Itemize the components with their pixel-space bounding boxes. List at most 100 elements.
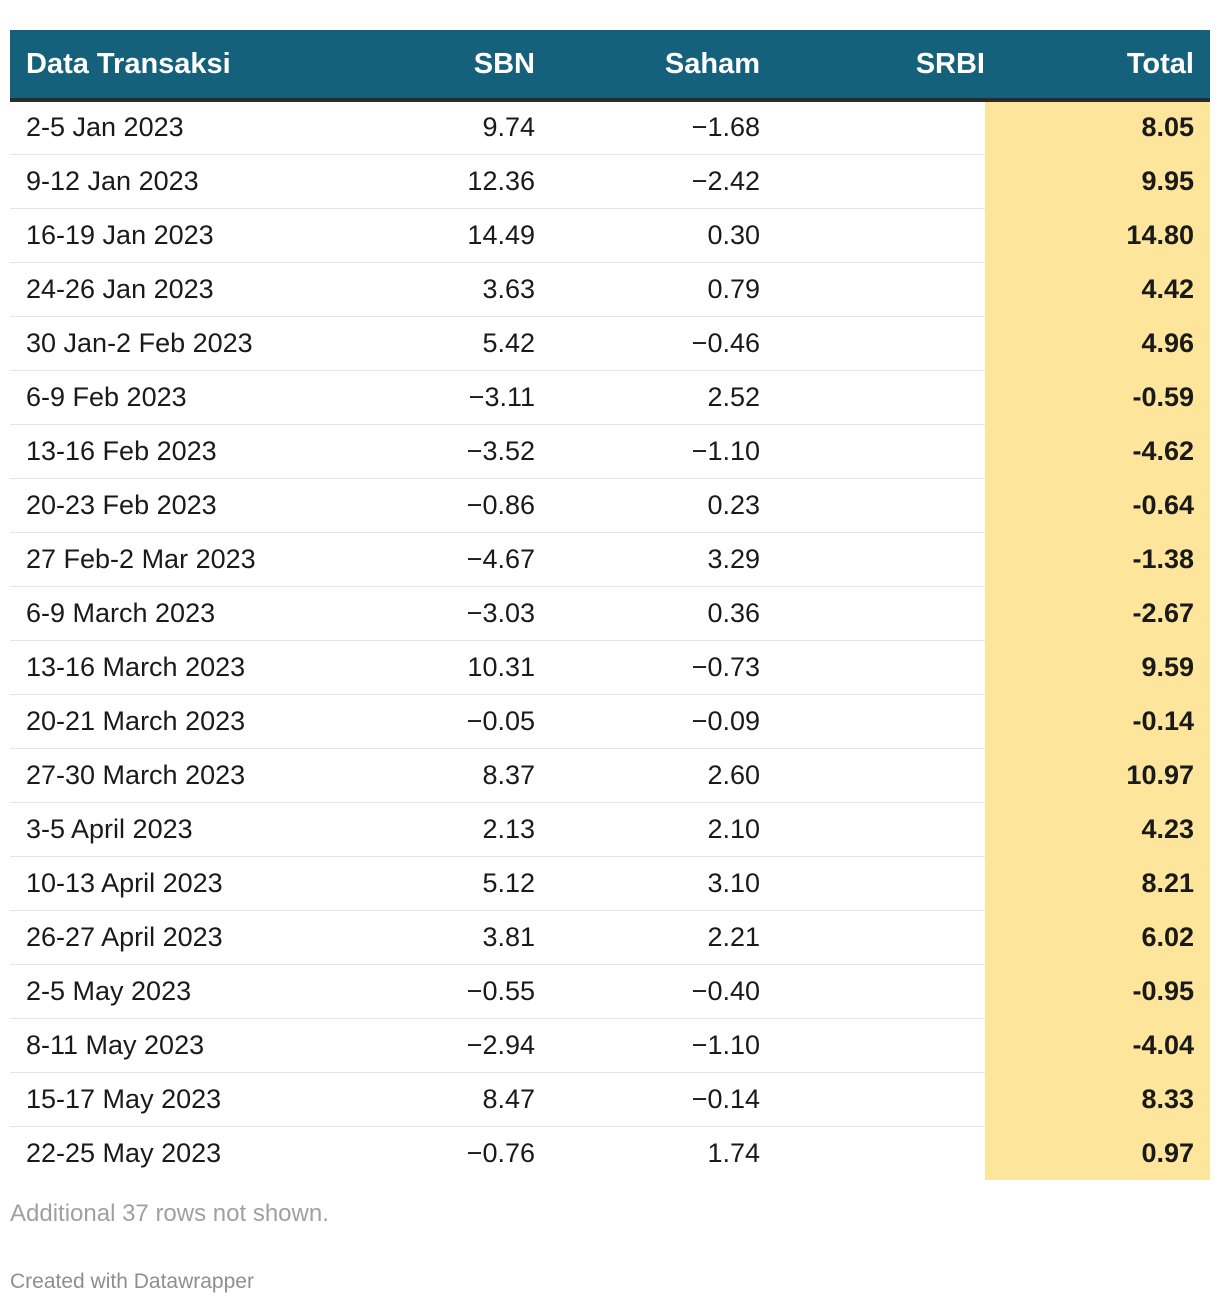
cell-sbn: 14.49 (405, 208, 535, 263)
cell-srbi (760, 1018, 985, 1073)
cell-srbi (760, 640, 985, 695)
cell-total: 14.80 (985, 208, 1210, 263)
cell-sbn: 8.47 (405, 1072, 535, 1127)
cell-srbi (760, 316, 985, 371)
cell-total: 8.33 (985, 1072, 1210, 1127)
cell-total: -0.59 (985, 370, 1210, 425)
cell-sbn: −3.52 (405, 424, 535, 479)
table-body: 2-5 Jan 2023 9.74 −1.68 8.05 9-12 Jan 2023 12… (10, 100, 1210, 1180)
cell-srbi (760, 532, 985, 587)
cell-saham: 3.10 (535, 856, 760, 911)
cell-total: 8.21 (985, 856, 1210, 911)
cell-saham: 2.60 (535, 748, 760, 803)
table-row: 13-16 March 2023 10.31 −0.73 9.59 (10, 640, 1210, 695)
cell-sbn: −3.03 (405, 586, 535, 641)
cell-date: 8-11 May 2023 (10, 1018, 405, 1073)
cell-sbn: −0.86 (405, 478, 535, 533)
cell-total: -4.62 (985, 424, 1210, 479)
cell-srbi (760, 910, 985, 965)
cell-saham: −1.68 (535, 100, 760, 155)
cell-total: 6.02 (985, 910, 1210, 965)
table-row: 27 Feb-2 Mar 2023 −4.67 3.29 -1.38 (10, 532, 1210, 587)
cell-date: 22-25 May 2023 (26, 1137, 222, 1168)
cell-saham: −1.10 (535, 1018, 760, 1073)
table-row: 30 Jan-2 Feb 2023 5.42 −0.46 4.96 (10, 316, 1210, 371)
cell-date: 13-16 Feb 2023 (10, 424, 405, 479)
cell-total: -2.67 (985, 586, 1210, 641)
cell-srbi (760, 748, 985, 803)
table-row: 22-25 May 2023 −0.76 1.74 0.97 (10, 1126, 1210, 1180)
cell-srbi (760, 802, 985, 857)
cell-saham: 0.36 (535, 586, 760, 641)
cell-saham: 2.52 (535, 370, 760, 425)
cell-total: 4.96 (985, 316, 1210, 371)
cell-date: 2-5 Jan 2023 (10, 100, 405, 155)
cell-date: 16-19 Jan 2023 (10, 208, 405, 263)
column-header-total[interactable]: Total (985, 30, 1210, 102)
cell-saham: 2.21 (535, 910, 760, 965)
datawrapper-credit: Created with Datawrapper (10, 1270, 254, 1293)
cell-saham: −0.09 (535, 694, 760, 749)
cell-saham: 0.30 (535, 208, 760, 263)
cell-srbi (760, 856, 985, 911)
cell-date: 24-26 Jan 2023 (10, 262, 405, 317)
table-row: 3-5 April 2023 2.13 2.10 4.23 (10, 802, 1210, 857)
column-header-sbn[interactable]: SBN (405, 30, 535, 102)
cell-sbn: 2.13 (405, 802, 535, 857)
column-header-srbi[interactable]: SRBI (760, 30, 985, 102)
cell-date: 6-9 Feb 2023 (10, 370, 405, 425)
cell-date: 2-5 May 2023 (10, 964, 405, 1019)
table-row: 20-21 March 2023 −0.05 −0.09 -0.14 (10, 694, 1210, 749)
cell-sbn: 10.31 (405, 640, 535, 695)
cell-saham: −0.46 (535, 316, 760, 371)
cell-date: 10-13 April 2023 (10, 856, 405, 911)
cell-total: -4.04 (985, 1018, 1210, 1073)
cell-total: -0.64 (985, 478, 1210, 533)
cell-saham: −1.10 (535, 424, 760, 479)
table-row: 16-19 Jan 2023 14.49 0.30 14.80 (10, 208, 1210, 263)
cell-srbi (760, 154, 985, 209)
cell-srbi (760, 424, 985, 479)
column-header-saham[interactable]: Saham (535, 30, 760, 102)
cell-saham: 2.10 (535, 802, 760, 857)
cell-sbn: −0.55 (405, 964, 535, 1019)
cell-date: 26-27 April 2023 (10, 910, 405, 965)
table-row: 26-27 April 2023 3.81 2.21 6.02 (10, 910, 1210, 965)
data-table-container: Data Transaksi SBN Saham SRBI Total 2-5 … (10, 30, 1210, 1180)
cell-date: 15-17 May 2023 (10, 1072, 405, 1127)
cell-date: 6-9 March 2023 (10, 586, 405, 641)
table-row: 13-16 Feb 2023 −3.52 −1.10 -4.62 (10, 424, 1210, 479)
cell-date: 20-21 March 2023 (10, 694, 405, 749)
cell-srbi (760, 1126, 985, 1180)
column-header-date[interactable]: Data Transaksi (10, 30, 405, 102)
cell-saham: 0.79 (535, 262, 760, 317)
cell-sbn: −2.94 (405, 1018, 535, 1073)
cell-saham: 0.23 (535, 478, 760, 533)
cell-srbi (760, 100, 985, 155)
cell-sbn: −0.05 (405, 694, 535, 749)
cell-srbi (760, 586, 985, 641)
table-row: 8-11 May 2023 −2.94 −1.10 -4.04 (10, 1018, 1210, 1073)
cell-date: 27 Feb-2 Mar 2023 (10, 532, 405, 587)
cell-date: 30 Jan-2 Feb 2023 (10, 316, 405, 371)
rows-not-shown-note: Additional 37 rows not shown. (10, 1200, 329, 1227)
table-row: 6-9 March 2023 −3.03 0.36 -2.67 (10, 586, 1210, 641)
cell-saham: −0.40 (535, 964, 760, 1019)
cell-date: 9-12 Jan 2023 (10, 154, 405, 209)
cell-sbn: 3.81 (405, 910, 535, 965)
table-row: 15-17 May 2023 8.47 −0.14 8.33 (10, 1072, 1210, 1127)
cell-saham: −0.14 (535, 1072, 760, 1127)
cell-sbn: −3.11 (405, 370, 535, 425)
cell-sbn: −4.67 (405, 532, 535, 587)
cell-saham: 3.29 (535, 532, 760, 587)
cell-sbn: 5.42 (405, 316, 535, 371)
table-row: 27-30 March 2023 8.37 2.60 10.97 (10, 748, 1210, 803)
cell-date: 3-5 April 2023 (10, 802, 405, 857)
cell-sbn: −0.76 (466, 1137, 535, 1168)
cell-sbn: 12.36 (405, 154, 535, 209)
cell-srbi (760, 262, 985, 317)
cell-sbn: 9.74 (405, 100, 535, 155)
cell-srbi (760, 964, 985, 1019)
cell-total: 4.23 (985, 802, 1210, 857)
data-table: Data Transaksi SBN Saham SRBI Total 2-5 … (10, 30, 1210, 1180)
